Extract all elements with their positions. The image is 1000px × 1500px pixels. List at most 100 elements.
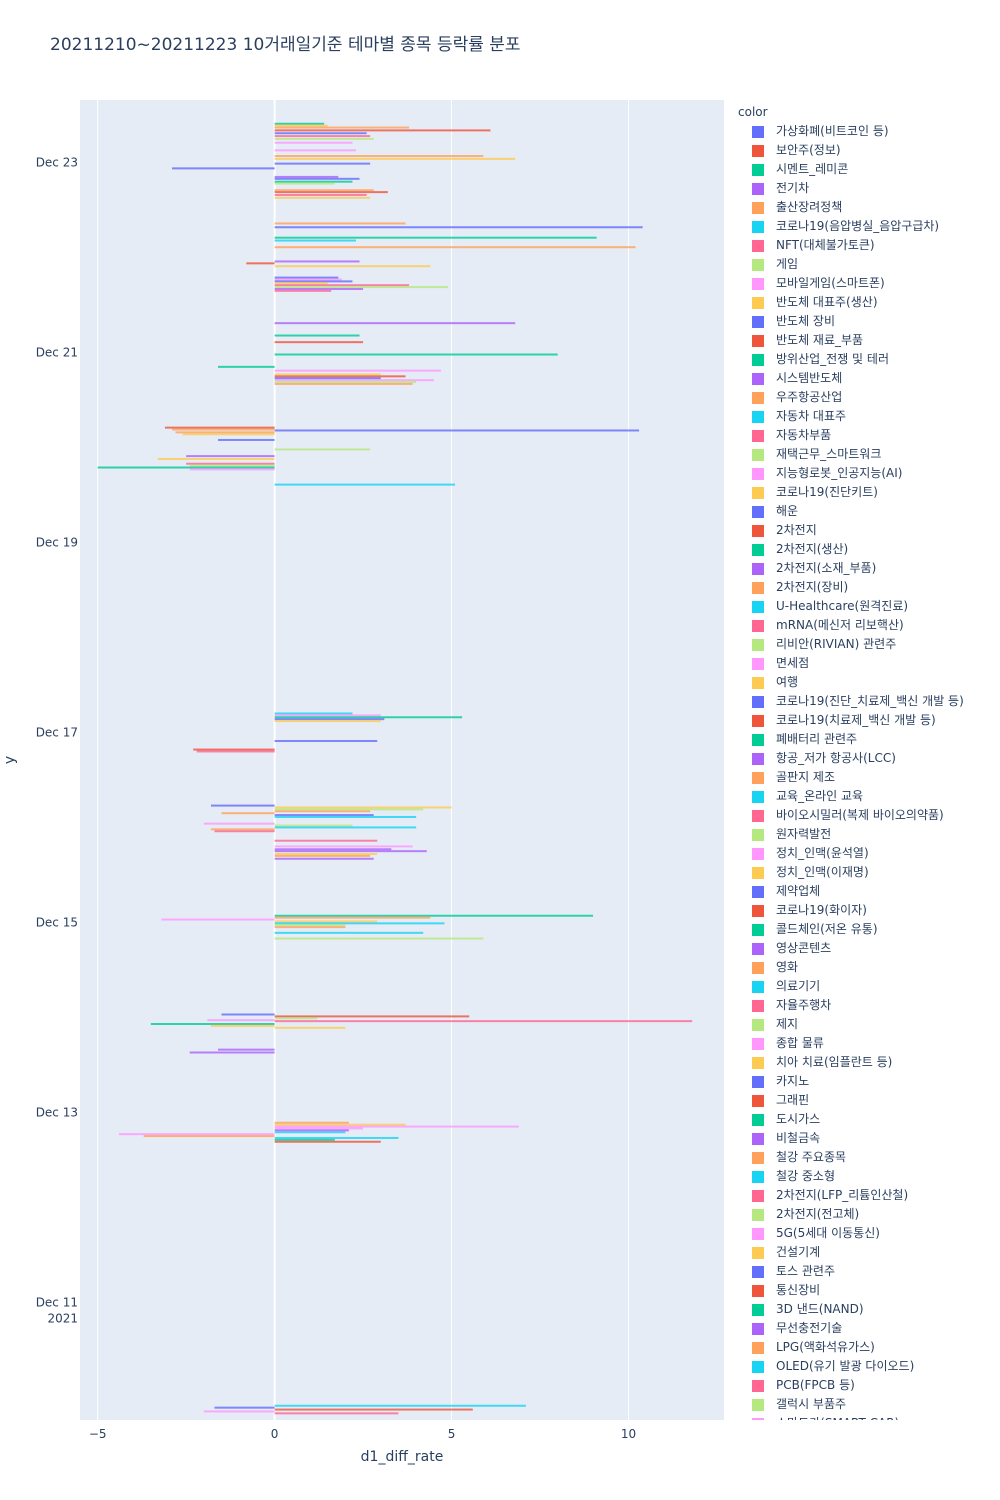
legend-item[interactable]: 토스 관련주 (738, 1262, 1000, 1281)
legend-item[interactable]: 바이오시밀러(복제 바이오의약품) (738, 806, 1000, 825)
legend-item[interactable]: 시스템반도체 (738, 369, 1000, 388)
legend-item[interactable]: 제약업체 (738, 882, 1000, 901)
legend-item[interactable]: 종합 물류 (738, 1034, 1000, 1053)
legend-item[interactable]: 의료기기 (738, 977, 1000, 996)
legend-item[interactable]: 방위산업_전쟁 및 테러 (738, 350, 1000, 369)
legend-item[interactable]: 반도체 재료_부품 (738, 331, 1000, 350)
legend-label: 코로나19(음압병실_음압구급차) (776, 219, 940, 233)
bar (274, 826, 417, 829)
legend-item[interactable]: 폐배터리 관련주 (738, 730, 1000, 749)
legend-item[interactable]: 3D 낸드(NAND) (738, 1300, 1000, 1319)
bar (274, 126, 410, 129)
legend-item[interactable]: 모바일게임(스마트폰) (738, 274, 1000, 293)
legend-item[interactable]: 건설기계 (738, 1243, 1000, 1262)
legend-item[interactable]: 영상콘텐츠 (738, 939, 1000, 958)
legend-item[interactable]: 재택근무_스마트워크 (738, 445, 1000, 464)
legend-item[interactable]: 자동차부품 (738, 426, 1000, 445)
legend-item[interactable]: 2차전지(소재_부품) (738, 559, 1000, 578)
legend-item[interactable]: 시멘트_레미콘 (738, 160, 1000, 179)
bar (274, 341, 364, 344)
legend-item[interactable]: 여행 (738, 673, 1000, 692)
legend-item[interactable]: 게임 (738, 255, 1000, 274)
legend-item[interactable]: 제지 (738, 1015, 1000, 1034)
legend-item[interactable]: 비철금속 (738, 1129, 1000, 1148)
legend-item[interactable]: 리비안(RIVIAN) 관련주 (738, 635, 1000, 654)
legend-swatch (752, 353, 764, 366)
legend-swatch (752, 600, 764, 613)
legend-item[interactable]: 자동차 대표주 (738, 407, 1000, 426)
legend-swatch (752, 657, 764, 670)
legend-item[interactable]: 가상화폐(비트코인 등) (738, 122, 1000, 141)
legend-item[interactable]: 영화 (738, 958, 1000, 977)
legend-label: 도시가스 (776, 1112, 821, 1126)
bar (274, 135, 371, 138)
legend-item[interactable]: 스마트카(SMART CAR) (738, 1414, 1000, 1420)
legend-item[interactable]: 2차전지(생산) (738, 540, 1000, 559)
legend-item[interactable]: mRNA(메신저 리보핵산) (738, 616, 1000, 635)
legend-item[interactable]: 자율주행차 (738, 996, 1000, 1015)
legend-item[interactable]: 치아 치료(임플란트 등) (738, 1053, 1000, 1072)
legend-item[interactable]: 반도체 장비 (738, 312, 1000, 331)
legend-item[interactable]: 지능형로봇_인공지능(AI) (738, 464, 1000, 483)
legend-item[interactable]: 정치_인맥(윤석열) (738, 844, 1000, 863)
legend-item[interactable]: 도시가스 (738, 1110, 1000, 1129)
legend-item[interactable]: 코로나19(치료제_백신 개발 등) (738, 711, 1000, 730)
legend-item[interactable]: 코로나19(음압병실_음압구급차) (738, 217, 1000, 236)
bar (274, 260, 360, 263)
bar (274, 276, 339, 279)
legend-swatch (752, 1208, 764, 1221)
legend-item[interactable]: 2차전지(LFP_리튬인산철) (738, 1186, 1000, 1205)
legend-item[interactable]: 원자력발전 (738, 825, 1000, 844)
legend-swatch (752, 258, 764, 271)
legend-item[interactable]: 갤럭시 부품주 (738, 1395, 1000, 1414)
legend-item[interactable]: 전기차 (738, 179, 1000, 198)
legend-label: 반도체 장비 (776, 314, 836, 328)
legend-item[interactable]: 코로나19(화이자) (738, 901, 1000, 920)
bar (274, 191, 388, 194)
legend-item[interactable]: 5G(5세대 이동통신) (738, 1224, 1000, 1243)
legend-item[interactable]: 2차전지(장비) (738, 578, 1000, 597)
legend-item[interactable]: 항공_저가 항공사(LCC) (738, 749, 1000, 768)
legend-item[interactable]: 정치_인맥(이재명) (738, 863, 1000, 882)
legend-swatch (752, 1075, 764, 1088)
legend-item[interactable]: 출산장려정책 (738, 198, 1000, 217)
legend-label: 코로나19(화이자) (776, 903, 867, 917)
legend-item[interactable]: 보안주(정보) (738, 141, 1000, 160)
legend-item[interactable]: 통신장비 (738, 1281, 1000, 1300)
legend-item[interactable]: NFT(대체불가토큰) (738, 236, 1000, 255)
legend-label: 콜드체인(저온 유통) (776, 922, 878, 936)
legend-item[interactable]: 우주항공산업 (738, 388, 1000, 407)
bar (172, 428, 275, 431)
legend-item[interactable]: PCB(FPCB 등) (738, 1376, 1000, 1395)
legend-item[interactable]: OLED(유기 발광 다이오드) (738, 1357, 1000, 1376)
legend-item[interactable]: 2차전지 (738, 521, 1000, 540)
bar (274, 718, 385, 721)
legend-item[interactable]: 코로나19(진단_치료제_백신 개발 등) (738, 692, 1000, 711)
bar (274, 334, 360, 337)
legend-item[interactable]: 철강 중소형 (738, 1167, 1000, 1186)
legend-item[interactable]: 카지노 (738, 1072, 1000, 1091)
legend-item[interactable]: U-Healthcare(원격진료) (738, 597, 1000, 616)
legend-item[interactable]: 해운 (738, 502, 1000, 521)
legend-item[interactable]: LPG(액화석유가스) (738, 1338, 1000, 1357)
legend-item[interactable]: 무선충전기술 (738, 1319, 1000, 1338)
legend-item[interactable]: 면세점 (738, 654, 1000, 673)
legend-item[interactable]: 골판지 제조 (738, 768, 1000, 787)
bar (274, 375, 406, 378)
bar (221, 1013, 275, 1016)
legend-swatch (752, 733, 764, 746)
legend-item[interactable]: 2차전지(전고체) (738, 1205, 1000, 1224)
legend-item[interactable]: 교육_온라인 교육 (738, 787, 1000, 806)
bar (274, 137, 374, 140)
legend-item[interactable]: 코로나19(진단키트) (738, 483, 1000, 502)
bar (193, 748, 275, 751)
legend-item[interactable]: 철강 주요종목 (738, 1148, 1000, 1167)
bar (274, 815, 417, 818)
legend-swatch (752, 1341, 764, 1354)
legend-swatch (752, 1189, 764, 1202)
chart-title: 20211210~20211223 10거래일기준 테마별 종목 등락률 분포 (50, 35, 521, 55)
bar (274, 429, 640, 432)
legend-item[interactable]: 콜드체인(저온 유통) (738, 920, 1000, 939)
legend-item[interactable]: 그래핀 (738, 1091, 1000, 1110)
legend-item[interactable]: 반도체 대표주(생산) (738, 293, 1000, 312)
